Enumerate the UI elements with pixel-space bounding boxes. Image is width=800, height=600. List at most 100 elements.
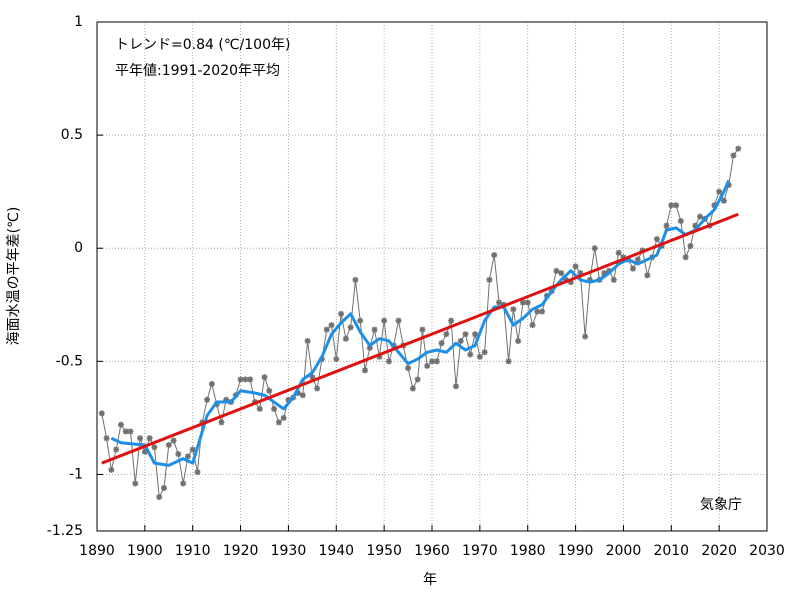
y-axis-label: 海面水温の平年差(℃) [6, 207, 22, 346]
marker [338, 310, 345, 317]
marker [381, 317, 388, 324]
marker [137, 435, 144, 442]
marker [582, 333, 589, 340]
marker [716, 188, 723, 195]
marker [601, 270, 608, 277]
marker [558, 270, 565, 277]
x-tick-label: 1980 [510, 543, 546, 559]
marker [448, 317, 455, 324]
marker [156, 494, 163, 501]
marker [620, 254, 627, 261]
marker [677, 218, 684, 225]
series-line [101, 212, 739, 465]
y-tick-label: -0.5 [56, 353, 83, 369]
marker [735, 145, 742, 152]
marker [663, 222, 670, 229]
marker [208, 380, 215, 387]
marker [108, 466, 115, 473]
marker [510, 306, 517, 313]
x-tick-label: 1990 [558, 543, 594, 559]
marker [725, 181, 732, 188]
marker [132, 480, 139, 487]
marker [591, 245, 598, 252]
marker [165, 442, 172, 449]
plot-frame [96, 21, 768, 532]
marker [309, 374, 316, 381]
marker [366, 344, 373, 351]
marker [266, 387, 273, 394]
marker [496, 299, 502, 306]
marker [634, 256, 641, 263]
x-tick-label: 2000 [606, 543, 642, 559]
marker [529, 322, 536, 329]
x-tick-label: 1950 [366, 543, 402, 559]
y-tick-label: -1.25 [47, 523, 83, 539]
marker [491, 252, 498, 259]
marker [539, 308, 546, 315]
marker [586, 276, 593, 283]
marker [247, 376, 254, 383]
marker [433, 358, 440, 365]
marker [261, 374, 268, 381]
marker [711, 202, 718, 209]
marker [644, 272, 651, 279]
marker [161, 485, 167, 492]
marker [103, 435, 110, 442]
marker [697, 213, 703, 220]
marker [405, 365, 412, 372]
marker [175, 451, 182, 458]
x-tick-label: 1960 [414, 543, 450, 559]
marker [687, 242, 694, 249]
marker [443, 331, 450, 338]
marker [668, 202, 675, 209]
marker [452, 383, 459, 390]
marker [572, 263, 579, 270]
x-tick-label: 2020 [701, 543, 737, 559]
marker [630, 265, 636, 272]
marker [180, 480, 187, 487]
marker [457, 337, 464, 344]
marker [371, 326, 378, 333]
x-tick-label: 2010 [653, 543, 689, 559]
marker [271, 405, 278, 412]
marker [122, 428, 129, 435]
marker [194, 469, 201, 476]
marker [352, 276, 359, 283]
marker [218, 419, 225, 426]
marker [328, 322, 335, 329]
x-tick-label: 1930 [271, 543, 307, 559]
marker [151, 444, 158, 451]
marker [275, 419, 282, 426]
marker [534, 308, 541, 315]
marker [577, 270, 584, 277]
x-tick-label: 2030 [749, 543, 785, 559]
marker [720, 197, 727, 204]
source: 気象庁 [700, 497, 742, 513]
marker [615, 249, 622, 256]
marker [419, 326, 426, 333]
marker [285, 396, 292, 403]
marker [610, 276, 617, 283]
y-tick-label: -1 [69, 466, 83, 482]
x-tick-label: 1940 [318, 543, 354, 559]
marker [256, 405, 263, 412]
marker [299, 392, 306, 399]
marker [314, 385, 321, 392]
marker [553, 267, 560, 274]
marker [223, 396, 230, 403]
marker [395, 317, 402, 324]
marker [342, 335, 349, 342]
x-tick-label: 1910 [175, 543, 211, 559]
marker [170, 437, 177, 444]
marker [141, 448, 148, 455]
marker [472, 331, 479, 338]
marker [424, 362, 431, 369]
marker [242, 376, 249, 383]
marker [304, 337, 311, 344]
marker [184, 453, 191, 460]
x-tick-label: 1920 [223, 543, 259, 559]
marker [357, 317, 364, 324]
marker [98, 410, 105, 417]
y-tick-label: 0 [74, 240, 83, 256]
y-tick-label: 0.5 [61, 127, 83, 143]
